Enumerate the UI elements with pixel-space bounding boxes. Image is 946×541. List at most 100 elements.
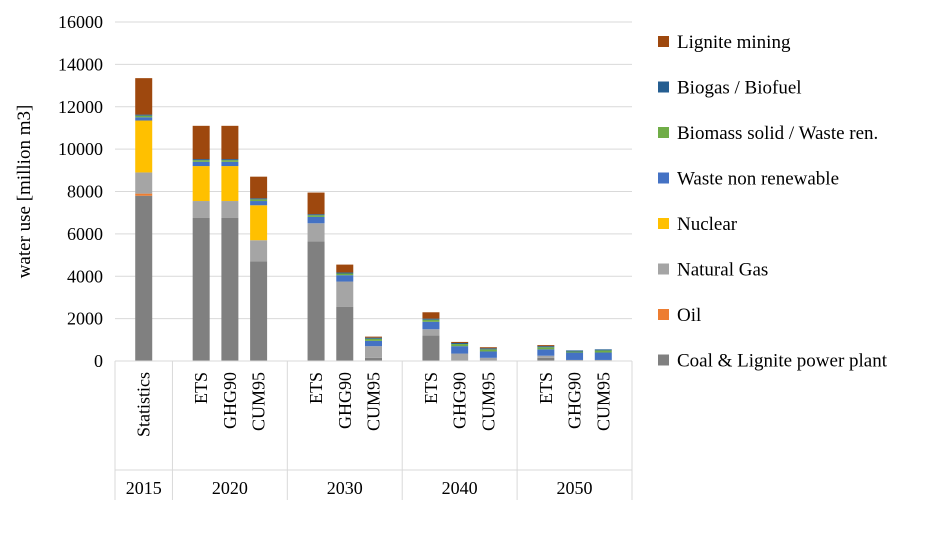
legend-label: Coal & Lignite power plant: [677, 351, 888, 372]
bar-segment: [192, 166, 210, 202]
bar-segment: [336, 281, 354, 307]
bar-segment: [192, 160, 210, 162]
x-category-label: ETS: [191, 372, 211, 404]
bar-segment: [192, 125, 210, 160]
bar-segment: [307, 214, 325, 216]
bar-segment: [451, 341, 469, 343]
bar-segment: [221, 166, 239, 202]
bar-segment: [135, 117, 153, 121]
bar-segment: [479, 347, 497, 349]
bar-segment: [192, 159, 210, 161]
y-axis-label: water use [million m3]: [14, 105, 35, 279]
bar-segment: [566, 352, 584, 360]
bar-segment: [594, 352, 612, 360]
bar-segment: [307, 216, 325, 224]
bar-segment: [537, 347, 555, 350]
bar-segment: [250, 201, 268, 206]
bar-segment: [479, 357, 497, 361]
x-category-label: CUM95: [478, 372, 498, 431]
bar-segment: [537, 349, 555, 356]
legend-swatch: [658, 309, 669, 320]
bar-segment: [135, 195, 153, 361]
bar-segment: [451, 346, 469, 354]
bar-segment: [250, 198, 268, 200]
x-group-label: 2040: [442, 478, 478, 498]
bar-segment: [422, 321, 440, 330]
bar-segment: [422, 318, 440, 320]
bar-segment: [250, 240, 268, 262]
bar-segment: [221, 125, 239, 160]
y-tick-label: 16000: [58, 12, 103, 32]
bar-segment: [135, 78, 153, 115]
bar-segment: [566, 359, 584, 361]
bar-segment: [537, 345, 555, 347]
bar-segment: [336, 275, 354, 282]
bar-segment: [365, 346, 382, 358]
legend-swatch: [658, 354, 669, 366]
bar-segment: [365, 336, 382, 338]
x-category-labels: Statistics 2015 ETS GHG90 CUM95 2020 ETS GHG90 C…: [126, 372, 614, 498]
legend-label: Natural Gas: [677, 260, 768, 281]
bar-segment: [594, 349, 612, 351]
bar-segment: [422, 312, 440, 319]
bar-segment: [451, 344, 469, 347]
legend-label: Waste non renewable: [677, 169, 839, 190]
bar-segment: [307, 241, 325, 361]
bars: [135, 78, 612, 361]
bar-segment: [422, 335, 440, 361]
bar-segment: [451, 342, 469, 345]
legend-swatch: [658, 127, 669, 138]
bar-segment: [479, 348, 497, 350]
bar-segment: [307, 223, 325, 242]
bar-segment: [250, 199, 268, 202]
bar-segment: [135, 193, 153, 196]
x-group-label: 2050: [557, 478, 593, 498]
bar-segment: [537, 346, 555, 348]
legend-swatch: [658, 36, 669, 47]
legend-label: Oil: [677, 305, 701, 326]
x-category-label: GHG90: [565, 372, 585, 429]
bar-segment: [250, 205, 268, 241]
bar-segment: [221, 160, 239, 162]
bar-segment: [566, 351, 584, 353]
bar-segment: [422, 329, 440, 336]
bar-segment: [336, 306, 354, 361]
x-category-label: CUM95: [249, 372, 269, 431]
y-tick-label: 4000: [67, 266, 103, 286]
x-category-label: ETS: [306, 372, 326, 404]
y-tick-label: 6000: [67, 224, 103, 244]
bar-segment: [336, 273, 354, 276]
x-category-label: GHG90: [220, 372, 240, 429]
x-category-label: ETS: [421, 372, 441, 404]
x-group-label: 2015: [126, 478, 162, 498]
bar-segment: [221, 161, 239, 167]
bar-segment: [221, 201, 239, 218]
x-category-label: Statistics: [134, 372, 154, 437]
legend-swatch: [658, 172, 669, 184]
legend-label: Biogas / Biofuel: [677, 78, 802, 99]
bar-segment: [422, 319, 440, 322]
bar-segment: [566, 350, 584, 352]
legend-label: Lignite mining: [677, 32, 791, 53]
bar-segment: [192, 201, 210, 218]
bar-segment: [365, 337, 382, 339]
y-tick-label: 0: [94, 351, 103, 371]
bar-segment: [594, 359, 612, 361]
bar-segment: [135, 120, 153, 173]
y-tick-label: 14000: [58, 54, 103, 74]
bar-segment: [307, 215, 325, 217]
bar-segment: [594, 350, 612, 353]
bar-segment: [250, 176, 268, 199]
bar-segment: [192, 217, 210, 361]
bar-segment: [221, 217, 239, 361]
bar-segment: [479, 349, 497, 352]
bar-segment: [537, 355, 555, 358]
bar-segment: [336, 272, 354, 274]
x-group-label: 2030: [327, 478, 363, 498]
bar-segment: [135, 172, 153, 194]
bar-segment: [365, 340, 382, 347]
bar-segment: [135, 114, 153, 116]
y-tick-label: 12000: [58, 97, 103, 117]
legend: Lignite mining Biogas / Biofuel Biomass so…: [658, 32, 888, 372]
bar-segment: [192, 161, 210, 167]
